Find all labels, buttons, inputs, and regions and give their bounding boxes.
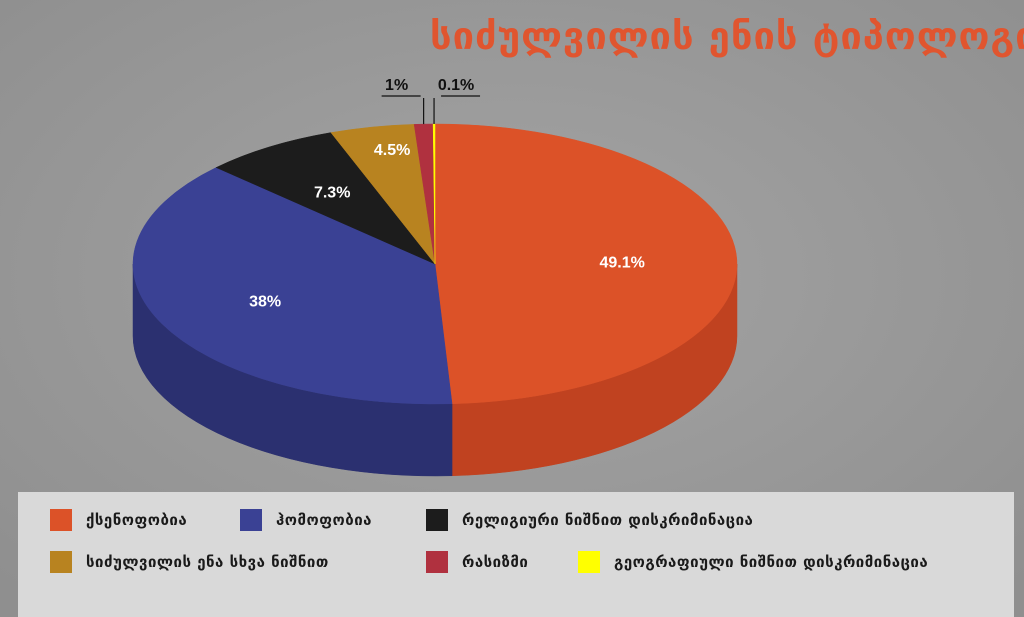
legend: ქსენოფობია ჰომოფობია რელიგიური ნიშნით დი…: [18, 492, 1014, 617]
data-label-slice-1: 38%: [249, 293, 281, 310]
legend-item-religious-discrimination: რელიგიური ნიშნით დისკრიმინაცია: [426, 508, 753, 532]
legend-swatch: [240, 509, 262, 531]
legend-item-geographic-discrimination: გეოგრაფიული ნიშნით დისკრიმინაცია: [578, 550, 928, 574]
pie-data-labels: 49.1% 38% 7.3% 4.5% 1% 0.1%: [249, 77, 645, 310]
pie-slice-slice-1: [132, 167, 453, 405]
legend-label: გეოგრაფიული ნიშნით დისკრიმინაცია: [614, 553, 929, 571]
pie-slice-slice-5: [432, 123, 436, 265]
pie-slice-slice-0: [434, 123, 738, 405]
legend-label: ქსენოფობია: [86, 511, 188, 529]
legend-swatch: [50, 509, 72, 531]
pie-slices: [132, 123, 738, 405]
pie-chart: 49.1% 38% 7.3% 4.5% 1% 0.1%: [132, 77, 738, 477]
legend-label: ჰომოფობია: [276, 511, 372, 529]
legend-label: რასიზმი: [462, 553, 529, 571]
legend-item-xenophobia: ქსენოფობია: [50, 508, 187, 532]
legend-swatch: [426, 551, 448, 573]
data-label-slice-2: 7.3%: [314, 184, 350, 201]
legend-item-racism: რასიზმი: [426, 550, 528, 574]
data-label-slice-5: 0.1%: [438, 77, 474, 94]
legend-swatch: [426, 509, 448, 531]
data-label-slice-4: 1%: [385, 77, 408, 94]
legend-label: სიძულვილის ენა სხვა ნიშნით: [86, 553, 329, 571]
legend-swatch: [578, 551, 600, 573]
legend-item-homophobia: ჰომოფობია: [240, 508, 372, 532]
legend-swatch: [50, 551, 72, 573]
data-label-slice-3: 4.5%: [374, 142, 410, 159]
pie-slice-slice-2: [215, 132, 436, 265]
chart-title: სიძულვილის ენის ტიპოლოგია: [430, 14, 1024, 58]
legend-label: რელიგიური ნიშნით დისკრიმინაცია: [462, 511, 754, 529]
legend-item-other-hate-speech: სიძულვილის ენა სხვა ნიშნით: [50, 550, 329, 574]
data-label-slice-0: 49.1%: [599, 255, 644, 272]
